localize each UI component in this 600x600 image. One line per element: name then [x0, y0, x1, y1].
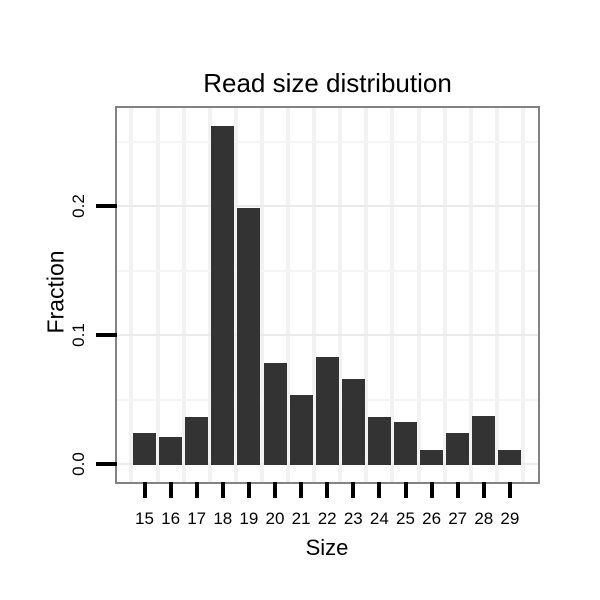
gridline-vertical: [364, 108, 369, 482]
y-tick-label-0.2: 0.2: [69, 194, 88, 218]
gridline-vertical: [286, 108, 291, 482]
x-tick-28: [481, 482, 486, 498]
bar-25: [394, 422, 417, 465]
x-tick-19: [246, 482, 251, 498]
gridline-horizontal-minor: [117, 140, 538, 143]
bar-15: [133, 432, 156, 465]
bar-18: [211, 125, 235, 465]
gridline-horizontal-minor: [117, 269, 538, 272]
gridline-vertical: [416, 108, 421, 482]
bar-21: [289, 395, 313, 465]
bar-19: [237, 208, 261, 465]
gridline-horizontal-major: [117, 334, 538, 336]
gridline-horizontal-major: [117, 205, 538, 207]
x-tick-29: [507, 482, 512, 498]
x-tick-label-16: 16: [161, 509, 181, 528]
bar-16: [159, 436, 183, 465]
bar-17: [185, 417, 209, 465]
gridline-vertical: [338, 108, 343, 482]
gridline-vertical: [390, 108, 395, 482]
y-axis-title: Fraction: [42, 250, 69, 334]
y-tick-label-0.1: 0.1: [69, 323, 88, 347]
x-tick-label-27: 27: [448, 509, 468, 528]
bar-22: [315, 356, 339, 465]
bar-23: [341, 378, 365, 465]
x-tick-label-18: 18: [213, 509, 233, 528]
x-axis-title: Size: [305, 535, 349, 560]
x-tick-label-19: 19: [239, 509, 259, 528]
x-tick-21: [299, 482, 304, 498]
gridline-vertical: [468, 108, 473, 482]
gridline-vertical: [129, 108, 134, 482]
x-tick-label-20: 20: [265, 509, 285, 528]
x-tick-15: [142, 482, 147, 498]
x-tick-23: [351, 482, 356, 498]
bar-20: [263, 363, 287, 465]
x-tick-label-23: 23: [343, 509, 363, 528]
y-tick-0.0: [96, 462, 117, 466]
gridline-vertical: [312, 108, 317, 482]
x-tick-label-21: 21: [291, 509, 311, 528]
bar-27: [446, 432, 470, 465]
x-tick-20: [273, 482, 277, 498]
x-tick-25: [403, 482, 408, 498]
x-tick-27: [455, 482, 460, 498]
x-tick-26: [429, 482, 434, 498]
gridline-vertical: [494, 108, 499, 482]
x-tick-label-17: 17: [187, 509, 207, 528]
y-tick-0.2: [96, 204, 117, 208]
x-tick-18: [220, 482, 225, 498]
x-tick-label-25: 25: [396, 509, 415, 528]
x-tick-label-26: 26: [422, 509, 442, 528]
x-tick-22: [325, 482, 330, 498]
gridline-vertical: [520, 108, 525, 482]
gridline-vertical: [155, 108, 160, 482]
bar-29: [498, 449, 522, 465]
y-tick-0.1: [96, 333, 117, 337]
bar-28: [472, 415, 496, 465]
x-tick-label-29: 29: [500, 509, 520, 528]
plot-panel: [117, 108, 538, 482]
x-tick-24: [377, 482, 382, 498]
gridline-vertical: [259, 108, 264, 482]
x-tick-label-22: 22: [317, 509, 337, 528]
chart-title: Read size distribution: [203, 68, 452, 98]
bar-24: [367, 417, 391, 465]
x-tick-label-24: 24: [369, 509, 389, 528]
gridline-vertical: [442, 108, 447, 482]
x-tick-17: [194, 482, 199, 498]
bar-26: [420, 449, 444, 465]
x-tick-label-15: 15: [135, 509, 154, 528]
gridline-vertical: [233, 108, 238, 482]
y-tick-label-0.0: 0.0: [69, 452, 88, 476]
gridline-vertical: [207, 108, 212, 482]
x-tick-16: [168, 482, 173, 498]
gridline-vertical: [181, 108, 186, 482]
x-tick-label-28: 28: [474, 509, 494, 528]
